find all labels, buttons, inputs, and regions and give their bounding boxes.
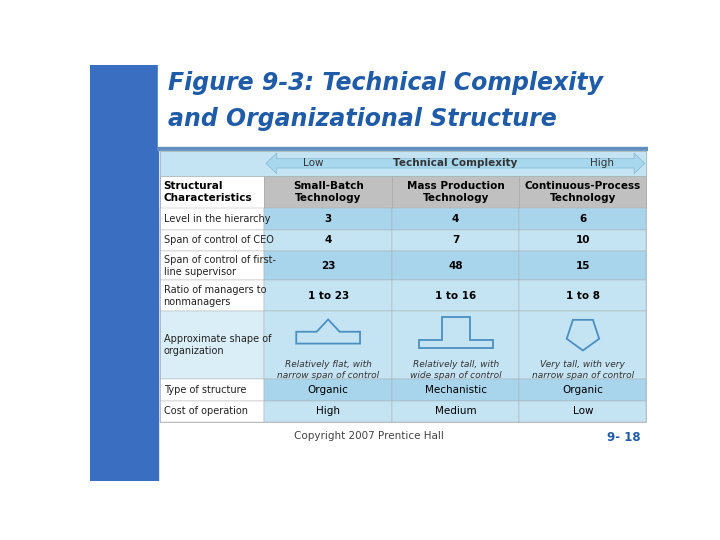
Text: Low: Low <box>572 406 593 416</box>
Bar <box>158 65 648 150</box>
Text: Cost of operation: Cost of operation <box>163 406 248 416</box>
Text: 1 to 16: 1 to 16 <box>435 291 477 301</box>
Bar <box>264 230 392 251</box>
Text: 1 to 23: 1 to 23 <box>307 291 348 301</box>
Text: Span of control of CEO: Span of control of CEO <box>163 235 274 245</box>
Bar <box>160 311 264 379</box>
Polygon shape <box>266 153 645 174</box>
Bar <box>519 208 647 230</box>
Bar <box>264 208 392 230</box>
Bar <box>392 379 519 401</box>
Text: Small-Batch
Technology: Small-Batch Technology <box>293 181 364 202</box>
Bar <box>160 151 647 422</box>
Bar <box>519 401 647 422</box>
Bar <box>519 280 647 311</box>
Text: 10: 10 <box>576 235 590 245</box>
Bar <box>392 251 519 280</box>
Text: Type of structure: Type of structure <box>163 384 246 395</box>
Bar <box>160 176 264 208</box>
Text: 48: 48 <box>449 261 463 271</box>
Bar <box>392 401 519 422</box>
Bar <box>392 176 519 208</box>
Bar <box>392 280 519 311</box>
Text: Organic: Organic <box>307 384 348 395</box>
Bar <box>160 251 264 280</box>
Text: Ratio of managers to
nonmanagers: Ratio of managers to nonmanagers <box>163 285 266 307</box>
Bar <box>160 230 264 251</box>
Text: Span of control of first-
line supervisor: Span of control of first- line superviso… <box>163 255 276 276</box>
Bar <box>264 401 392 422</box>
Text: 4: 4 <box>452 214 459 224</box>
Text: Level in the hierarchy: Level in the hierarchy <box>163 214 270 224</box>
Text: Mechanistic: Mechanistic <box>425 384 487 395</box>
Bar <box>392 311 519 379</box>
Text: Organic: Organic <box>562 384 603 395</box>
Bar <box>90 65 158 481</box>
Text: Relatively flat, with
narrow span of control: Relatively flat, with narrow span of con… <box>277 361 379 380</box>
Text: Approximate shape of
organization: Approximate shape of organization <box>163 334 271 356</box>
Bar <box>264 311 392 379</box>
Text: Copyright 2007 Prentice Hall: Copyright 2007 Prentice Hall <box>294 431 444 441</box>
Bar <box>519 379 647 401</box>
Text: and Organizational Structure: and Organizational Structure <box>168 107 557 131</box>
Text: 3: 3 <box>325 214 332 224</box>
Bar <box>519 251 647 280</box>
Bar <box>264 379 392 401</box>
Bar <box>160 379 264 401</box>
Text: 7: 7 <box>452 235 459 245</box>
Text: 6: 6 <box>580 214 587 224</box>
Text: Figure 9-3: Technical Complexity: Figure 9-3: Technical Complexity <box>168 71 603 95</box>
Bar <box>264 280 392 311</box>
Text: Relatively tall, with
wide span of control: Relatively tall, with wide span of contr… <box>410 361 501 380</box>
Text: 23: 23 <box>321 261 336 271</box>
Bar <box>160 280 264 311</box>
Text: Low: Low <box>302 158 323 168</box>
Text: Structural
Characteristics: Structural Characteristics <box>163 181 252 202</box>
Bar <box>519 311 647 379</box>
Text: Mass Production
Technology: Mass Production Technology <box>407 181 505 202</box>
Text: Very tall, with very
narrow span of control: Very tall, with very narrow span of cont… <box>532 361 634 380</box>
Bar <box>392 208 519 230</box>
Bar <box>264 251 392 280</box>
Bar <box>158 147 648 150</box>
Text: Technical Complexity: Technical Complexity <box>393 158 518 168</box>
Text: 9- 18: 9- 18 <box>607 431 640 444</box>
Bar <box>392 230 519 251</box>
Text: High: High <box>590 158 614 168</box>
Text: 15: 15 <box>576 261 590 271</box>
Text: 1 to 8: 1 to 8 <box>566 291 600 301</box>
Bar <box>160 208 264 230</box>
Bar <box>160 151 647 176</box>
Text: 4: 4 <box>325 235 332 245</box>
Text: Medium: Medium <box>435 406 477 416</box>
Text: High: High <box>316 406 340 416</box>
Text: Continuous-Process
Technology: Continuous-Process Technology <box>525 181 641 202</box>
Bar <box>519 230 647 251</box>
Bar <box>160 401 264 422</box>
Bar <box>519 176 647 208</box>
Bar <box>264 176 392 208</box>
